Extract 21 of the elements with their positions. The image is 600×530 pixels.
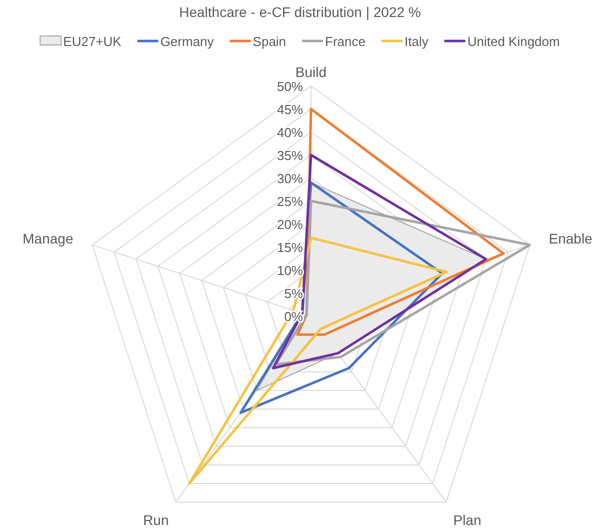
spoke-label: Plan xyxy=(453,512,482,528)
spoke-label: Manage xyxy=(22,230,74,247)
legend-label: United Kingdom xyxy=(467,34,560,49)
y-tick-label: 50% xyxy=(276,79,304,94)
y-tick-label: 45% xyxy=(276,102,304,117)
y-tick-label: 35% xyxy=(276,148,304,163)
y-tick-label: 40% xyxy=(276,125,304,140)
legend-label: Italy xyxy=(404,34,429,49)
spoke-label: Run xyxy=(143,512,169,528)
legend-label: Spain xyxy=(252,34,286,49)
y-tick-label: 30% xyxy=(276,171,304,186)
spoke-label: Build xyxy=(295,64,327,80)
chart-title: Healthcare - e-CF distribution | 2022 % xyxy=(179,4,421,20)
y-tick-label: 10% xyxy=(276,263,304,278)
y-tick-label: 15% xyxy=(276,240,304,255)
y-tick-label: 25% xyxy=(276,194,304,209)
legend-label: EU27+UK xyxy=(63,34,122,49)
y-tick-label: 20% xyxy=(276,217,304,232)
legend-label: Germany xyxy=(160,34,214,49)
spoke-label: Enable xyxy=(548,230,593,247)
legend-label: France xyxy=(325,34,366,49)
